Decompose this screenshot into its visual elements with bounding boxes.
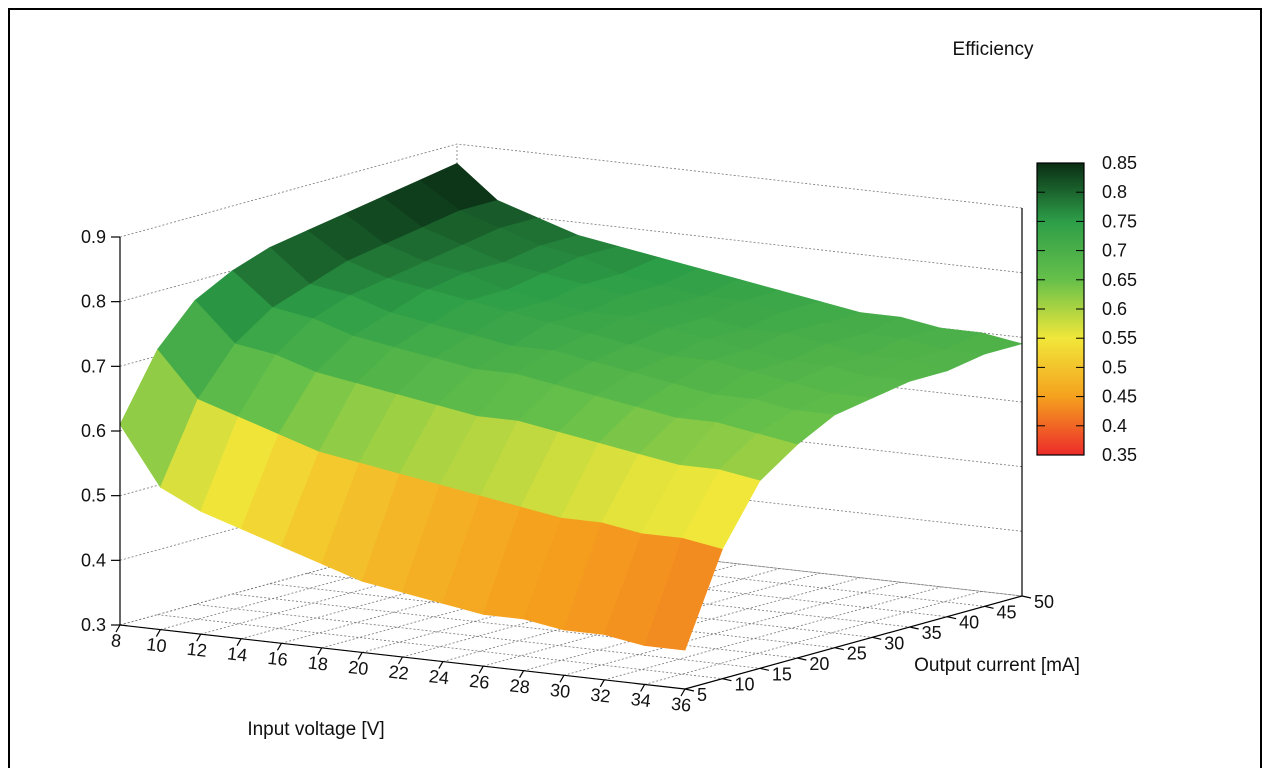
x-tick-label: 36 [670,694,692,716]
x-tick [276,642,282,651]
z-tick-label: 0.7 [81,356,106,376]
x-tick [357,652,363,660]
axes: 0.3 0.4 0.5 0.6 0.7 0.8 0.9 8 10 12 14 16 18 20 22 24 26… [81,208,1054,716]
y-tick [946,616,957,620]
x-tick-label: 18 [307,652,329,674]
colorbar: 0.35 0.4 0.45 0.5 0.55 0.6 0.65 0.7 0.75 0.8 0.85 [1036,153,1137,465]
x-tick [155,629,161,637]
colorbar-tick-label: 0.55 [1102,328,1137,348]
y-tick-label: 30 [884,633,904,653]
y-tick-label: 10 [734,675,754,695]
y-tick [722,678,732,682]
x-tick-label: 26 [468,671,490,693]
z-tick-label: 0.6 [81,421,106,441]
y-tick-label: 50 [1034,592,1054,612]
y-tick-label: 45 [997,602,1017,622]
x-tick [397,656,404,665]
y-axis-label: Output current [mA] [914,655,1080,676]
x-tick [680,688,686,697]
x-tick-label: 12 [186,639,208,661]
z-tick-label: 0.4 [81,550,106,570]
z-tick-label: 0.8 [81,292,106,312]
x-tick-label: 16 [267,648,289,670]
x-tick-label: 28 [509,675,531,697]
y-tick-label: 35 [922,623,942,643]
y-tick [984,605,994,609]
x-tick-label: 32 [589,684,611,706]
x-tick-label: 22 [388,662,410,684]
x-tick [196,633,202,642]
y-tick [834,647,844,651]
y-axis-line [684,595,1023,690]
z-tick-label: 0.3 [81,615,106,635]
chart-title: Efficiency [953,39,1034,60]
colorbar-tick-label: 0.6 [1102,299,1127,319]
x-tick [519,670,525,679]
x-tick [115,624,121,633]
y-tick [872,636,882,640]
colorbar-tick-label: 0.4 [1102,416,1127,436]
x-axis-label: Input voltage [V] [247,719,384,740]
y-tick [797,657,807,661]
floor-grid-line [232,593,798,659]
y-tick [1021,595,1032,599]
y-tick [909,626,919,630]
x-tick-label: 30 [549,680,571,702]
surface-cell [644,537,723,651]
x-tick-label: 24 [428,666,450,688]
y-tick-label: 15 [772,664,792,684]
wall-grid-line [119,143,1023,238]
y-tick-label: 20 [809,654,829,674]
surface-plot [119,163,1024,651]
x-tick-label: 14 [226,643,248,665]
y-tick [759,667,770,671]
colorbar-tick-label: 0.5 [1102,357,1127,377]
colorbar-tick-label: 0.45 [1102,387,1137,407]
colorbar-tick-label: 0.65 [1102,270,1137,290]
x-tick-label: 10 [145,634,167,656]
y-tick [684,688,695,692]
floor-grid-line [157,614,723,680]
x-tick [640,684,646,692]
colorbar-tick-label: 0.8 [1102,182,1127,202]
floor-grid-line [194,603,760,669]
z-tick-label: 0.5 [81,486,106,506]
z-tick-label: 0.9 [81,227,106,247]
colorbar-tick-label: 0.75 [1102,211,1137,231]
colorbar-tick-label: 0.85 [1102,153,1137,173]
x-tick [599,679,605,688]
y-tick-label: 25 [847,644,867,664]
x-tick [438,661,444,669]
x-tick-label: 8 [110,630,122,651]
y-tick-label: 40 [959,613,979,633]
x-tick [559,674,565,683]
x-tick-label: 20 [347,657,369,679]
x-tick [236,638,242,647]
colorbar-tick-label: 0.35 [1102,445,1137,465]
colorbar-tick-label: 0.7 [1102,241,1127,261]
x-tick-label: 34 [630,689,652,711]
x-tick [317,647,323,656]
x-tick [478,665,484,674]
y-tick-label: 5 [697,685,707,705]
